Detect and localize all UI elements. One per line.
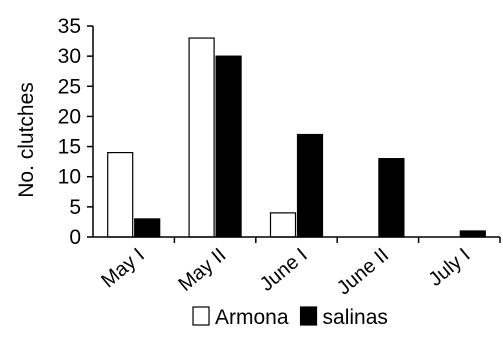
y-tick-label: 30 [58, 45, 81, 68]
y-axis-label: No. clutches [15, 82, 38, 198]
bars-group [107, 37, 486, 238]
x-axis-ticks: May I May II June I June II July I [97, 237, 501, 299]
legend: Armona salinas [192, 306, 388, 329]
legend-label-armona: Armona [215, 306, 289, 329]
y-tick-label: 25 [58, 75, 81, 98]
bar-salinas-5 [459, 230, 486, 238]
bar-salinas-1 [134, 218, 161, 238]
bar-armona-1 [107, 152, 134, 238]
bar-armona-2 [188, 37, 215, 238]
y-tick-label: 5 [69, 196, 81, 219]
bar-salinas-2 [215, 55, 242, 238]
y-axis-ticks: 0 5 10 15 20 25 30 35 [58, 15, 93, 249]
bar-salinas-3 [296, 133, 324, 238]
y-tick-label: 10 [58, 166, 81, 189]
bar-salinas-4 [378, 158, 405, 238]
y-tick-label: 0 [69, 226, 81, 249]
bar-armona-3 [269, 212, 297, 238]
x-tick-label: July I [425, 244, 475, 291]
legend-swatch-armona [192, 306, 210, 326]
x-tick-label: June I [256, 244, 312, 296]
axes [92, 26, 500, 238]
legend-label-salinas: salinas [323, 306, 388, 329]
x-tick-label: May I [97, 244, 149, 292]
legend-swatch-salinas [299, 306, 318, 326]
y-tick-label: 35 [58, 15, 81, 38]
x-tick-label: June II [333, 244, 393, 299]
y-tick-label: 20 [58, 105, 81, 128]
x-tick-label: May II [174, 244, 230, 296]
y-tick-label: 15 [58, 136, 81, 159]
